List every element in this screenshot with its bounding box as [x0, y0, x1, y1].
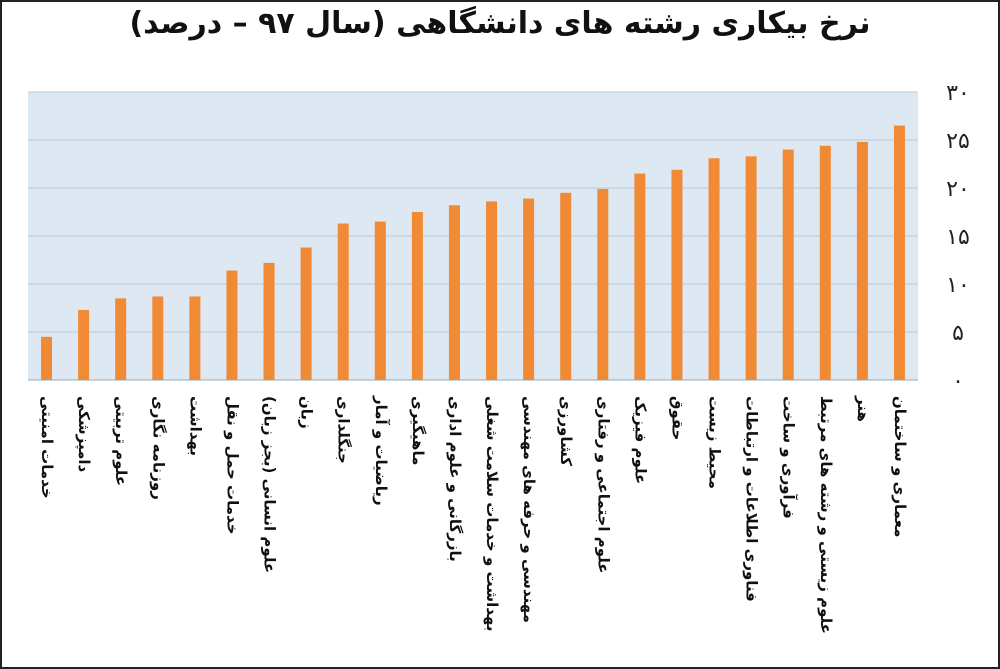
x-tick-label: محیط زیست: [706, 396, 724, 489]
x-tick-label: بهداشت و خدمات سلامت شغلی: [483, 396, 501, 631]
x-tick-label: دامپزشکی: [74, 396, 93, 473]
x-tick-label: فناوری اطلاعات و ارتباطات: [743, 396, 761, 602]
x-tick-label: علوم زیستی و رشته های مرتبط: [817, 396, 835, 634]
x-tick-label: ریاضیات و آمار: [372, 395, 390, 506]
x-tick-label: هنر: [854, 395, 872, 422]
x-tick-label: خدمات حمل و نقل: [223, 396, 241, 535]
bar: [893, 125, 905, 380]
bar: [152, 296, 164, 380]
x-tick-label: حقوق: [668, 396, 686, 440]
bar: [856, 141, 868, 380]
x-tick-label: بهداشت: [186, 396, 204, 456]
y-tick-label: ۰: [952, 369, 964, 394]
bar: [560, 192, 572, 380]
bar: [523, 198, 535, 380]
bar: [745, 156, 757, 380]
x-tick-label: علوم فیزیک: [631, 396, 649, 484]
x-tick-label: مهندسی و حرفه های مهندسی: [520, 396, 538, 623]
bar: [115, 298, 127, 380]
x-tick-label: علوم انسانی (بجز زبان): [261, 396, 279, 573]
bar: [634, 173, 646, 380]
y-tick-label: ۳۰: [946, 81, 970, 106]
bar: [411, 212, 423, 380]
x-tick-label: زبان: [298, 396, 316, 429]
x-tick-label: ماهیگیری: [409, 396, 427, 465]
x-tick-label: جنگلداری: [335, 396, 353, 464]
bar: [374, 221, 386, 380]
x-tick-label: علوم تربیتی: [112, 396, 130, 486]
y-tick-label: ۵: [952, 321, 964, 346]
x-tick-label: کشاورزی: [557, 396, 575, 466]
x-tick-label: خدمات امنیتی: [38, 396, 56, 499]
bar: [448, 205, 460, 380]
y-tick-label: ۲۰: [946, 177, 970, 202]
x-tick-label: معماری و ساختمان: [891, 396, 909, 537]
bar: [708, 158, 720, 380]
bar: [337, 223, 349, 380]
y-tick-label: ۲۵: [946, 129, 970, 154]
bar: [189, 296, 201, 380]
x-tick-label: بازرگانی و علوم اداری: [446, 396, 464, 562]
y-tick-label: ۱۰: [946, 273, 970, 298]
chart-title: نرخ بیکاری رشته های دانشگاهی (سال ۹۷ – د…: [129, 6, 871, 41]
bar: [486, 201, 498, 380]
bar: [300, 247, 312, 380]
bar: [597, 188, 609, 380]
x-tick-label: روزنامه نگاری: [149, 396, 167, 500]
bar: [263, 262, 275, 380]
bar: [41, 336, 53, 380]
x-tick-label: فرآوری و ساخت: [780, 396, 798, 519]
bar: [226, 270, 238, 380]
bar: [819, 145, 831, 380]
bar: [78, 309, 90, 380]
x-tick-label: علوم اجتماعی و رفتاری: [594, 396, 612, 574]
bar: [671, 169, 683, 380]
y-tick-label: ۱۵: [946, 225, 970, 250]
bar: [782, 149, 794, 380]
